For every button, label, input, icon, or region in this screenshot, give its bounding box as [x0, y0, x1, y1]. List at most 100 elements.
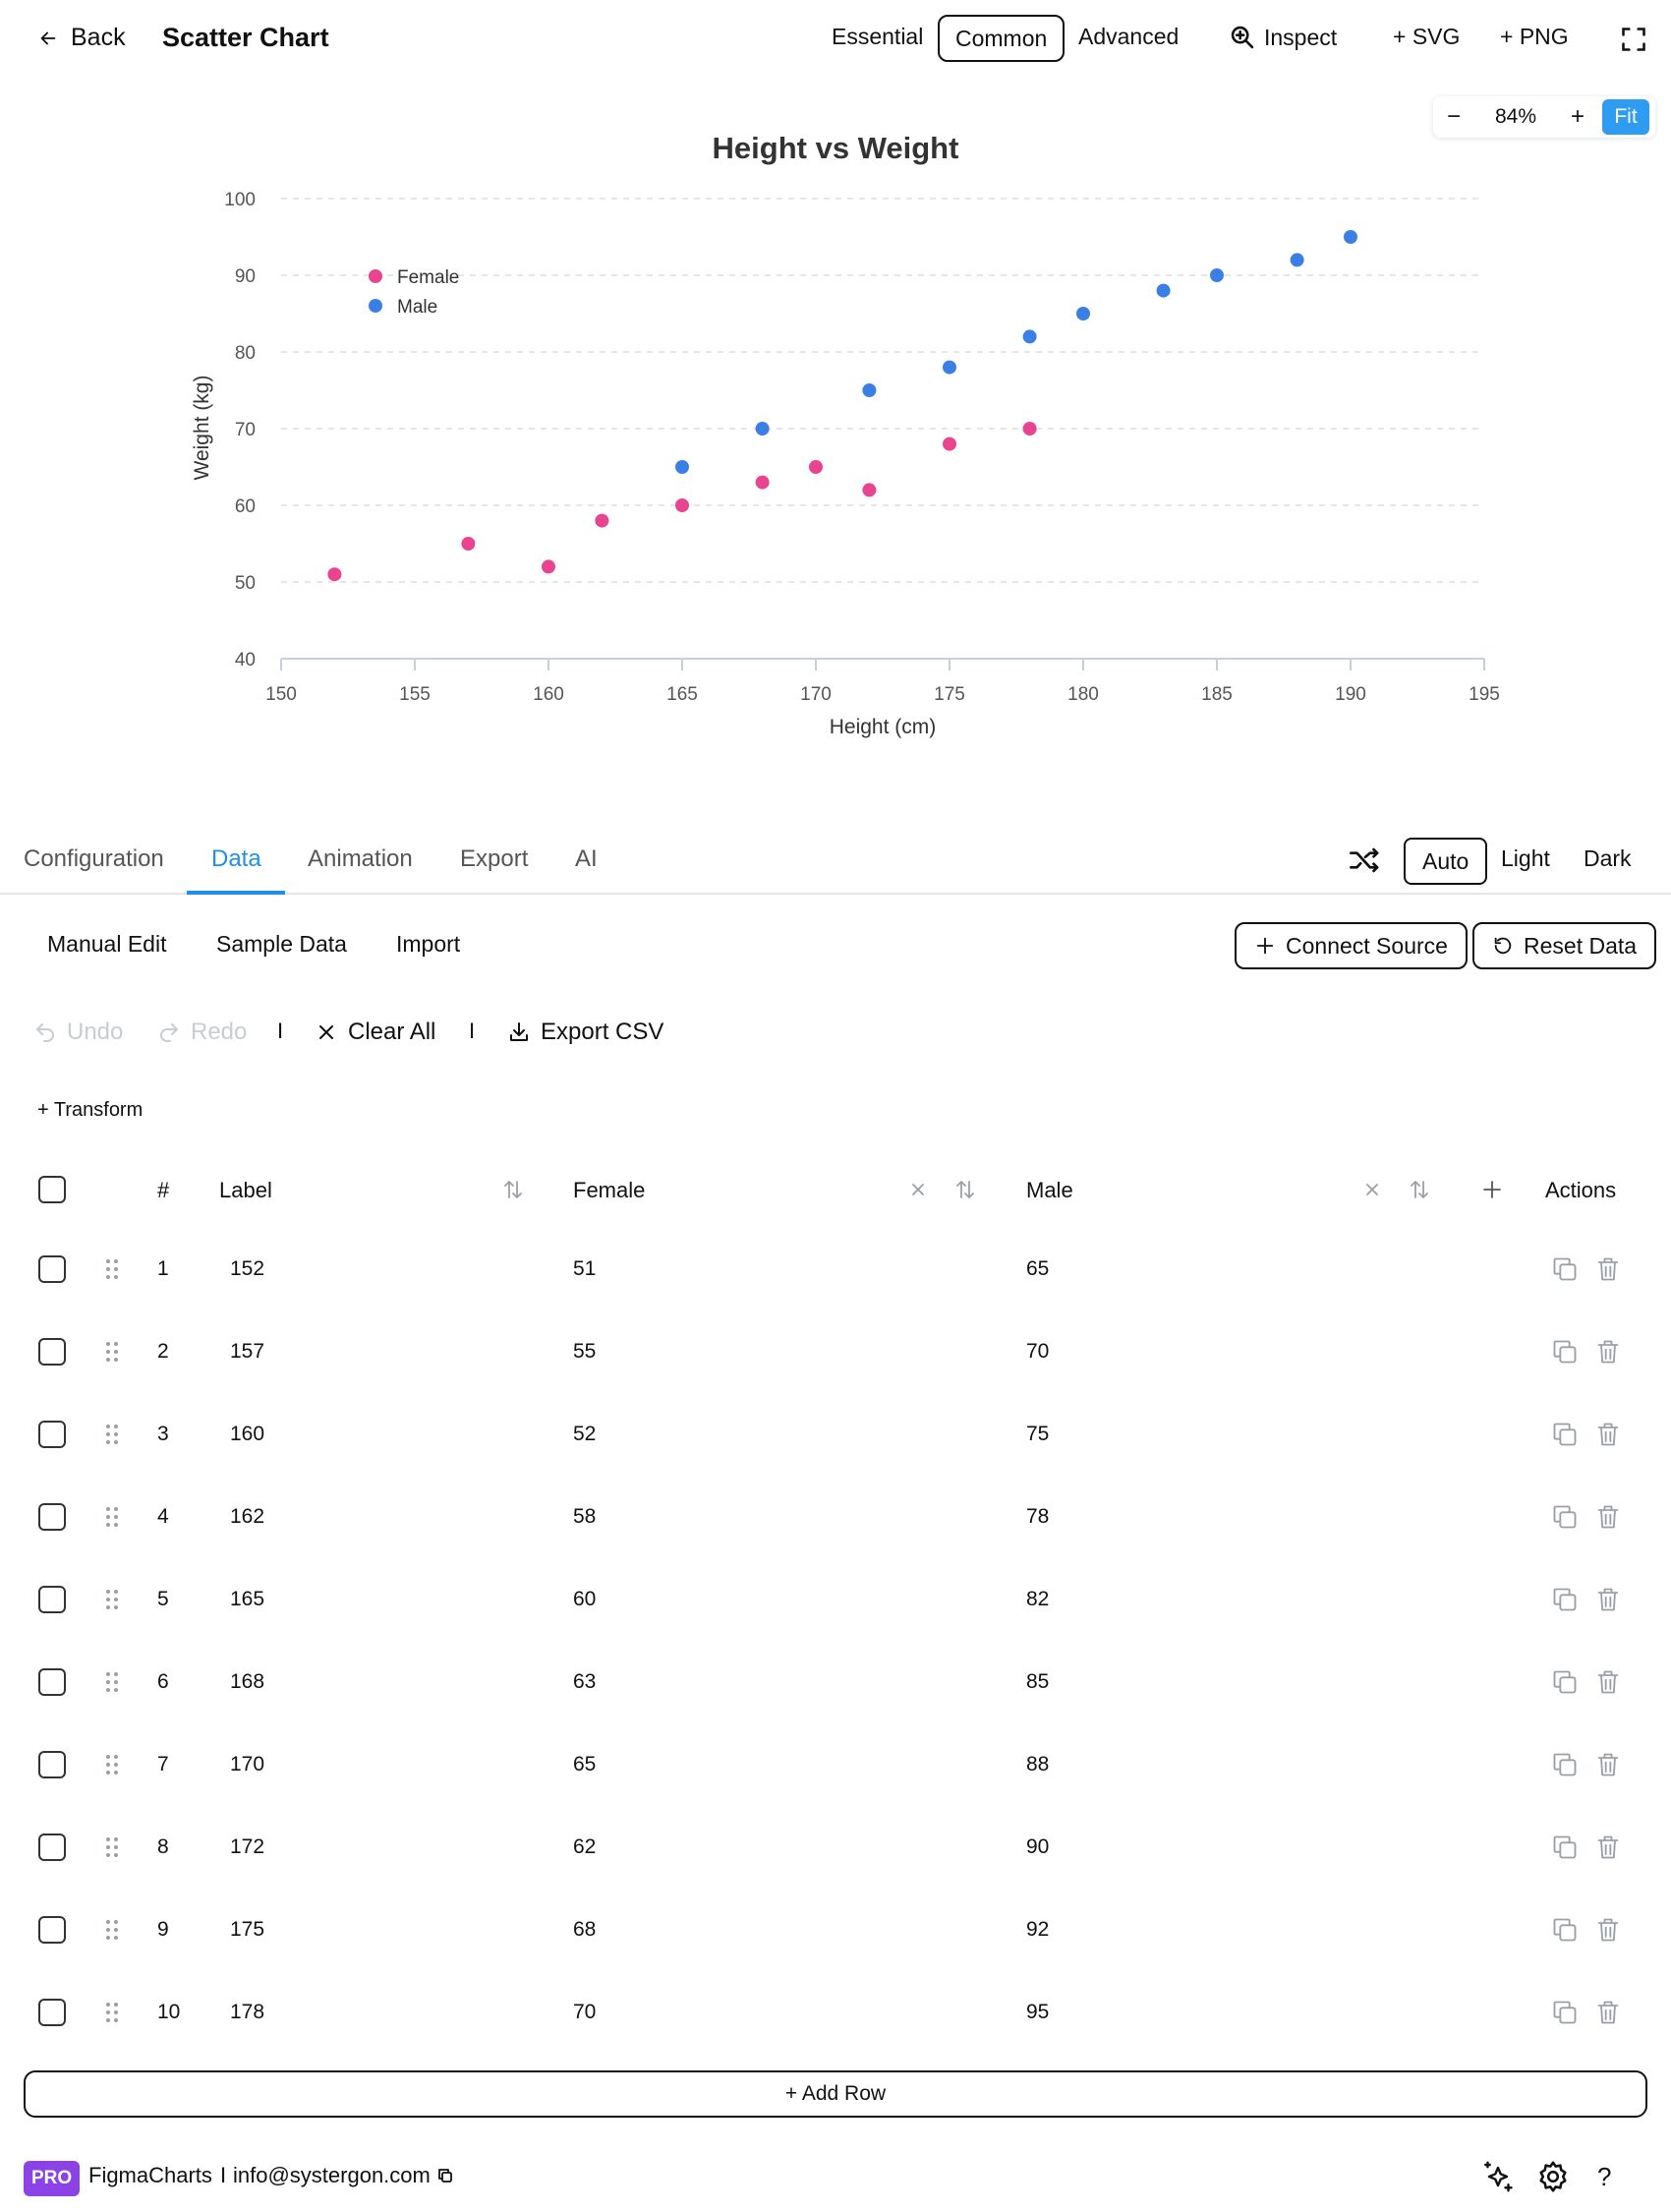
drag-handle-icon[interactable] — [105, 1423, 119, 1446]
delete-row-icon[interactable] — [1594, 1916, 1622, 1944]
row-male-cell[interactable]: 85 — [1026, 1670, 1050, 1693]
connect-source-button[interactable]: Connect Source — [1235, 922, 1468, 969]
row-female-cell[interactable]: 58 — [573, 1505, 597, 1528]
row-female-cell[interactable]: 55 — [573, 1340, 597, 1363]
drag-handle-icon[interactable] — [105, 1670, 119, 1694]
duplicate-row-icon[interactable] — [1551, 1421, 1579, 1448]
duplicate-row-icon[interactable] — [1551, 1999, 1579, 2026]
row-label-cell[interactable]: 178 — [230, 2001, 265, 2023]
row-female-cell[interactable]: 65 — [573, 1753, 597, 1775]
row-female-cell[interactable]: 70 — [573, 2001, 597, 2023]
row-label-cell[interactable]: 162 — [230, 1505, 265, 1528]
duplicate-row-icon[interactable] — [1551, 1586, 1579, 1613]
delete-row-icon[interactable] — [1594, 1255, 1622, 1283]
row-male-cell[interactable]: 65 — [1026, 1257, 1050, 1280]
drag-handle-icon[interactable] — [105, 1505, 119, 1529]
inspect-button[interactable]: Inspect — [1229, 24, 1337, 51]
duplicate-row-icon[interactable] — [1551, 1255, 1579, 1283]
row-checkbox[interactable] — [38, 1503, 66, 1531]
delete-row-icon[interactable] — [1594, 1999, 1622, 2026]
sample-data-link[interactable]: Sample Data — [216, 931, 347, 957]
row-checkbox[interactable] — [38, 1668, 66, 1696]
fullscreen-icon[interactable] — [1620, 26, 1647, 53]
remove-male-column-icon[interactable] — [1360, 1178, 1384, 1201]
row-checkbox[interactable] — [38, 1834, 66, 1861]
duplicate-row-icon[interactable] — [1551, 1916, 1579, 1944]
row-label-cell[interactable]: 170 — [230, 1753, 265, 1775]
drag-handle-icon[interactable] — [105, 1257, 119, 1281]
delete-row-icon[interactable] — [1594, 1503, 1622, 1531]
gear-icon[interactable] — [1535, 2159, 1571, 2194]
row-label-cell[interactable]: 175 — [230, 1918, 265, 1941]
row-checkbox[interactable] — [38, 1421, 66, 1448]
back-button[interactable]: Back — [37, 24, 126, 52]
zoom-in-button[interactable]: + — [1570, 103, 1585, 130]
tab-animation[interactable]: Animation — [308, 845, 413, 872]
add-row-button[interactable]: + Add Row — [24, 2070, 1647, 2118]
mode-advanced[interactable]: Advanced — [1078, 24, 1180, 49]
add-transform-button[interactable]: + Transform — [37, 1099, 144, 1121]
sort-male-icon[interactable] — [1408, 1178, 1431, 1201]
drag-handle-icon[interactable] — [105, 2001, 119, 2024]
row-female-cell[interactable]: 62 — [573, 1835, 597, 1858]
tab-data[interactable]: Data — [211, 845, 261, 872]
zoom-out-button[interactable]: − — [1446, 103, 1461, 130]
tab-export[interactable]: Export — [460, 845, 529, 872]
add-column-icon[interactable] — [1480, 1178, 1504, 1201]
reset-data-button[interactable]: Reset Data — [1472, 922, 1657, 969]
tab-ai[interactable]: AI — [575, 845, 598, 872]
ai-sparkles-icon[interactable] — [1480, 2159, 1516, 2194]
redo-button[interactable]: Redo — [157, 1019, 247, 1046]
delete-row-icon[interactable] — [1594, 1338, 1622, 1366]
row-label-cell[interactable]: 157 — [230, 1340, 265, 1363]
mode-essential[interactable]: Essential — [832, 24, 924, 49]
theme-dark-button[interactable]: Dark — [1584, 845, 1632, 871]
tab-configuration[interactable]: Configuration — [24, 845, 164, 872]
row-checkbox[interactable] — [38, 1338, 66, 1366]
duplicate-row-icon[interactable] — [1551, 1668, 1579, 1696]
row-male-cell[interactable]: 88 — [1026, 1753, 1050, 1775]
theme-light-button[interactable]: Light — [1501, 845, 1550, 871]
delete-row-icon[interactable] — [1594, 1751, 1622, 1778]
row-female-cell[interactable]: 60 — [573, 1588, 597, 1610]
row-checkbox[interactable] — [38, 1255, 66, 1283]
row-label-cell[interactable]: 168 — [230, 1670, 265, 1693]
select-all-checkbox[interactable] — [38, 1176, 66, 1203]
manual-edit-link[interactable]: Manual Edit — [47, 931, 167, 957]
drag-handle-icon[interactable] — [105, 1588, 119, 1611]
delete-row-icon[interactable] — [1594, 1586, 1622, 1613]
row-male-cell[interactable]: 92 — [1026, 1918, 1050, 1941]
duplicate-row-icon[interactable] — [1551, 1834, 1579, 1861]
duplicate-row-icon[interactable] — [1551, 1503, 1579, 1531]
theme-auto-button[interactable]: Auto — [1404, 838, 1488, 885]
row-female-cell[interactable]: 68 — [573, 1918, 597, 1941]
row-checkbox[interactable] — [38, 1586, 66, 1613]
drag-handle-icon[interactable] — [105, 1753, 119, 1776]
clear-all-button[interactable]: Clear All — [315, 1019, 435, 1046]
row-label-cell[interactable]: 160 — [230, 1423, 265, 1445]
drag-handle-icon[interactable] — [105, 1835, 119, 1859]
sort-female-icon[interactable] — [953, 1178, 977, 1201]
sort-label-icon[interactable] — [501, 1178, 525, 1201]
add-svg-button[interactable]: + SVG — [1393, 24, 1461, 49]
duplicate-row-icon[interactable] — [1551, 1751, 1579, 1778]
add-png-button[interactable]: + PNG — [1500, 24, 1569, 49]
delete-row-icon[interactable] — [1594, 1668, 1622, 1696]
row-male-cell[interactable]: 95 — [1026, 2001, 1050, 2023]
row-female-cell[interactable]: 52 — [573, 1423, 597, 1445]
remove-female-column-icon[interactable] — [906, 1178, 930, 1201]
row-male-cell[interactable]: 82 — [1026, 1588, 1050, 1610]
row-male-cell[interactable]: 90 — [1026, 1835, 1050, 1858]
row-checkbox[interactable] — [38, 1751, 66, 1778]
contact-email[interactable]: info@systergon.com — [233, 2163, 431, 2187]
row-checkbox[interactable] — [38, 1916, 66, 1944]
import-link[interactable]: Import — [396, 931, 461, 957]
fit-button[interactable]: Fit — [1602, 99, 1649, 135]
export-csv-button[interactable]: Export CSV — [507, 1019, 663, 1046]
row-female-cell[interactable]: 51 — [573, 1257, 597, 1280]
drag-handle-icon[interactable] — [105, 1340, 119, 1364]
delete-row-icon[interactable] — [1594, 1834, 1622, 1861]
duplicate-row-icon[interactable] — [1551, 1338, 1579, 1366]
row-male-cell[interactable]: 70 — [1026, 1340, 1050, 1363]
row-checkbox[interactable] — [38, 1999, 66, 2026]
